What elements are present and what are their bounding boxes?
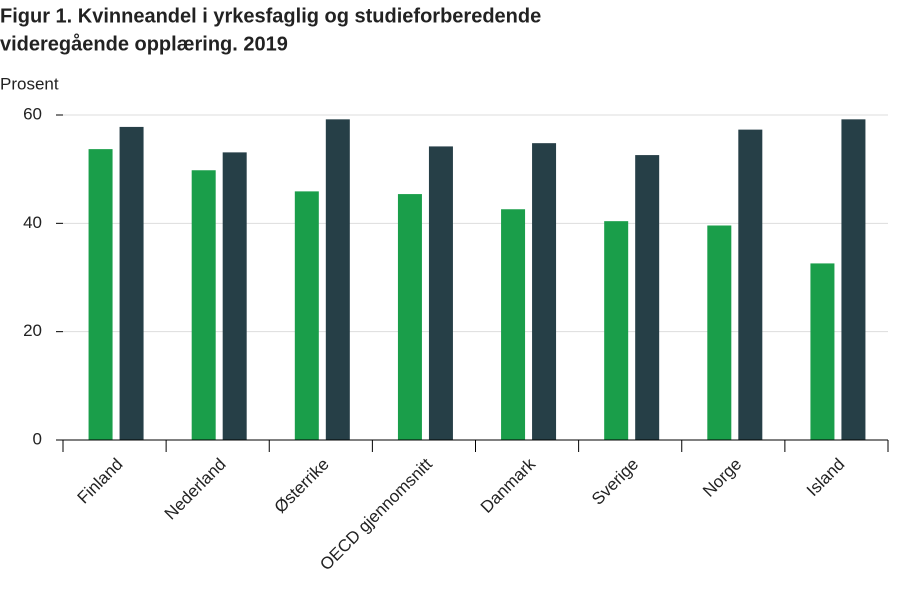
bar bbox=[841, 119, 866, 440]
bar bbox=[325, 119, 350, 440]
bar bbox=[428, 146, 453, 440]
bar bbox=[707, 225, 732, 440]
chart-title: Figur 1. Kvinneandel i yrkesfaglig og st… bbox=[0, 5, 541, 27]
bar bbox=[397, 194, 422, 440]
x-tick-label: OECD gjennomsnitt bbox=[316, 454, 436, 574]
bar bbox=[119, 126, 144, 441]
bar bbox=[222, 152, 247, 440]
bar bbox=[810, 263, 835, 440]
bar bbox=[532, 143, 557, 440]
x-tick-label: Østerrike bbox=[271, 455, 333, 517]
y-tick-label: 40 bbox=[23, 213, 42, 232]
bar bbox=[635, 155, 660, 441]
x-tick-label: Finland bbox=[74, 455, 127, 508]
bar bbox=[738, 129, 763, 440]
x-tick-label: Nederland bbox=[161, 455, 230, 524]
chart-title: videregående opplæring. 2019 bbox=[0, 32, 288, 55]
bar bbox=[88, 149, 113, 440]
bar bbox=[604, 221, 629, 440]
y-axis-label: Prosent bbox=[0, 74, 59, 93]
y-tick-label: 0 bbox=[33, 429, 42, 448]
y-tick-label: 20 bbox=[23, 321, 42, 340]
bar bbox=[294, 191, 319, 440]
y-tick-label: 60 bbox=[23, 104, 42, 123]
bar bbox=[191, 170, 216, 440]
x-tick-label: Danmark bbox=[477, 454, 540, 517]
x-tick-label: Sverige bbox=[588, 455, 642, 509]
x-tick-label: Island bbox=[803, 455, 849, 501]
bar bbox=[501, 209, 526, 440]
x-tick-label: Norge bbox=[699, 455, 745, 501]
